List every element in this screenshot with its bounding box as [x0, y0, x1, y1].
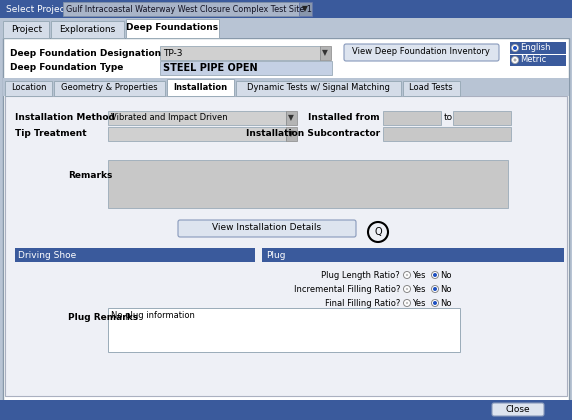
- Circle shape: [433, 273, 437, 277]
- Bar: [108, 160, 508, 208]
- Bar: [0, 18, 572, 38]
- Text: Q: Q: [374, 227, 382, 237]
- Text: Driving Shoe: Driving Shoe: [18, 250, 76, 260]
- Bar: [453, 111, 511, 125]
- Text: Tip Treatment: Tip Treatment: [15, 129, 86, 139]
- Text: Yes: Yes: [412, 270, 426, 279]
- Circle shape: [514, 58, 517, 61]
- Text: ▼: ▼: [288, 129, 294, 139]
- Circle shape: [431, 299, 439, 307]
- Text: ▼: ▼: [302, 5, 308, 13]
- Text: Close: Close: [506, 404, 530, 414]
- Bar: [3, 78, 569, 96]
- Bar: [160, 61, 332, 75]
- Circle shape: [403, 299, 411, 307]
- Text: No: No: [440, 284, 451, 294]
- Bar: [3, 21, 49, 38]
- Text: Installation Subcontractor: Installation Subcontractor: [246, 129, 380, 139]
- Bar: [403, 81, 460, 96]
- Text: Yes: Yes: [412, 284, 426, 294]
- Text: TP-3: TP-3: [163, 48, 182, 58]
- Circle shape: [513, 46, 517, 50]
- Text: Load Tests: Load Tests: [410, 84, 453, 92]
- Bar: [5, 96, 567, 396]
- Bar: [510, 55, 566, 66]
- Text: Yes: Yes: [412, 299, 426, 307]
- Circle shape: [511, 57, 518, 63]
- Text: ▼: ▼: [288, 113, 294, 123]
- Text: No plug information: No plug information: [111, 312, 195, 320]
- Text: Deep Foundation Designation: Deep Foundation Designation: [10, 48, 161, 58]
- Text: Gulf Intracoastal Waterway West Closure Complex Test Site 1: Gulf Intracoastal Waterway West Closure …: [66, 5, 312, 13]
- Text: Location: Location: [11, 84, 46, 92]
- Bar: [0, 400, 572, 420]
- Text: Incremental Filling Ratio?: Incremental Filling Ratio?: [293, 284, 400, 294]
- Bar: [167, 79, 234, 96]
- Text: English: English: [520, 44, 550, 52]
- Bar: [383, 111, 441, 125]
- Text: Installation Method: Installation Method: [15, 113, 115, 123]
- Circle shape: [406, 302, 408, 304]
- Circle shape: [431, 271, 439, 278]
- Text: Metric: Metric: [520, 55, 546, 65]
- FancyBboxPatch shape: [344, 44, 499, 61]
- Bar: [54, 81, 165, 96]
- Text: STEEL PIPE OPEN: STEEL PIPE OPEN: [163, 63, 257, 73]
- Bar: [15, 248, 255, 262]
- Circle shape: [406, 288, 408, 290]
- Text: Deep Foundation Type: Deep Foundation Type: [10, 63, 124, 71]
- Text: Plug: Plug: [266, 250, 285, 260]
- Text: Plug Length Ratio?: Plug Length Ratio?: [321, 270, 400, 279]
- Bar: [0, 0, 572, 18]
- Bar: [108, 308, 460, 352]
- Bar: [262, 248, 564, 262]
- Bar: [108, 127, 286, 141]
- Text: Project: Project: [11, 25, 42, 34]
- Text: Dynamic Tests w/ Signal Matching: Dynamic Tests w/ Signal Matching: [247, 84, 390, 92]
- Circle shape: [403, 271, 411, 278]
- Circle shape: [511, 45, 518, 52]
- Text: Plug Remarks: Plug Remarks: [68, 313, 138, 323]
- Text: Vibrated and Impact Driven: Vibrated and Impact Driven: [111, 113, 228, 123]
- Circle shape: [403, 286, 411, 292]
- Text: Remarks: Remarks: [68, 171, 112, 179]
- Circle shape: [433, 287, 437, 291]
- Bar: [383, 127, 511, 141]
- Text: View Deep Foundation Inventory: View Deep Foundation Inventory: [352, 47, 490, 57]
- Text: View Installation Details: View Installation Details: [212, 223, 321, 233]
- Bar: [126, 19, 219, 38]
- Circle shape: [431, 286, 439, 292]
- FancyBboxPatch shape: [492, 403, 544, 416]
- Bar: [320, 46, 331, 60]
- Text: Geometry & Properties: Geometry & Properties: [61, 84, 158, 92]
- Text: Final Filling Ratio?: Final Filling Ratio?: [325, 299, 400, 307]
- Text: No: No: [440, 270, 451, 279]
- Bar: [286, 127, 297, 141]
- Bar: [236, 81, 401, 96]
- Text: Explorations: Explorations: [59, 25, 116, 34]
- Bar: [108, 111, 286, 125]
- Circle shape: [406, 274, 408, 276]
- Text: ▼: ▼: [322, 48, 328, 58]
- Circle shape: [433, 301, 437, 305]
- Text: to: to: [444, 113, 453, 123]
- Text: Installed from: Installed from: [308, 113, 380, 123]
- Bar: [286, 111, 297, 125]
- Bar: [5, 81, 52, 96]
- Bar: [63, 2, 299, 16]
- Bar: [3, 38, 569, 406]
- Bar: [51, 21, 124, 38]
- Text: No: No: [440, 299, 451, 307]
- Bar: [510, 42, 566, 54]
- FancyBboxPatch shape: [178, 220, 356, 237]
- Bar: [299, 2, 312, 16]
- Text: Select Project: Select Project: [6, 5, 68, 13]
- Text: Installation: Installation: [173, 82, 228, 92]
- Bar: [160, 46, 320, 60]
- Text: Deep Foundations: Deep Foundations: [126, 24, 219, 32]
